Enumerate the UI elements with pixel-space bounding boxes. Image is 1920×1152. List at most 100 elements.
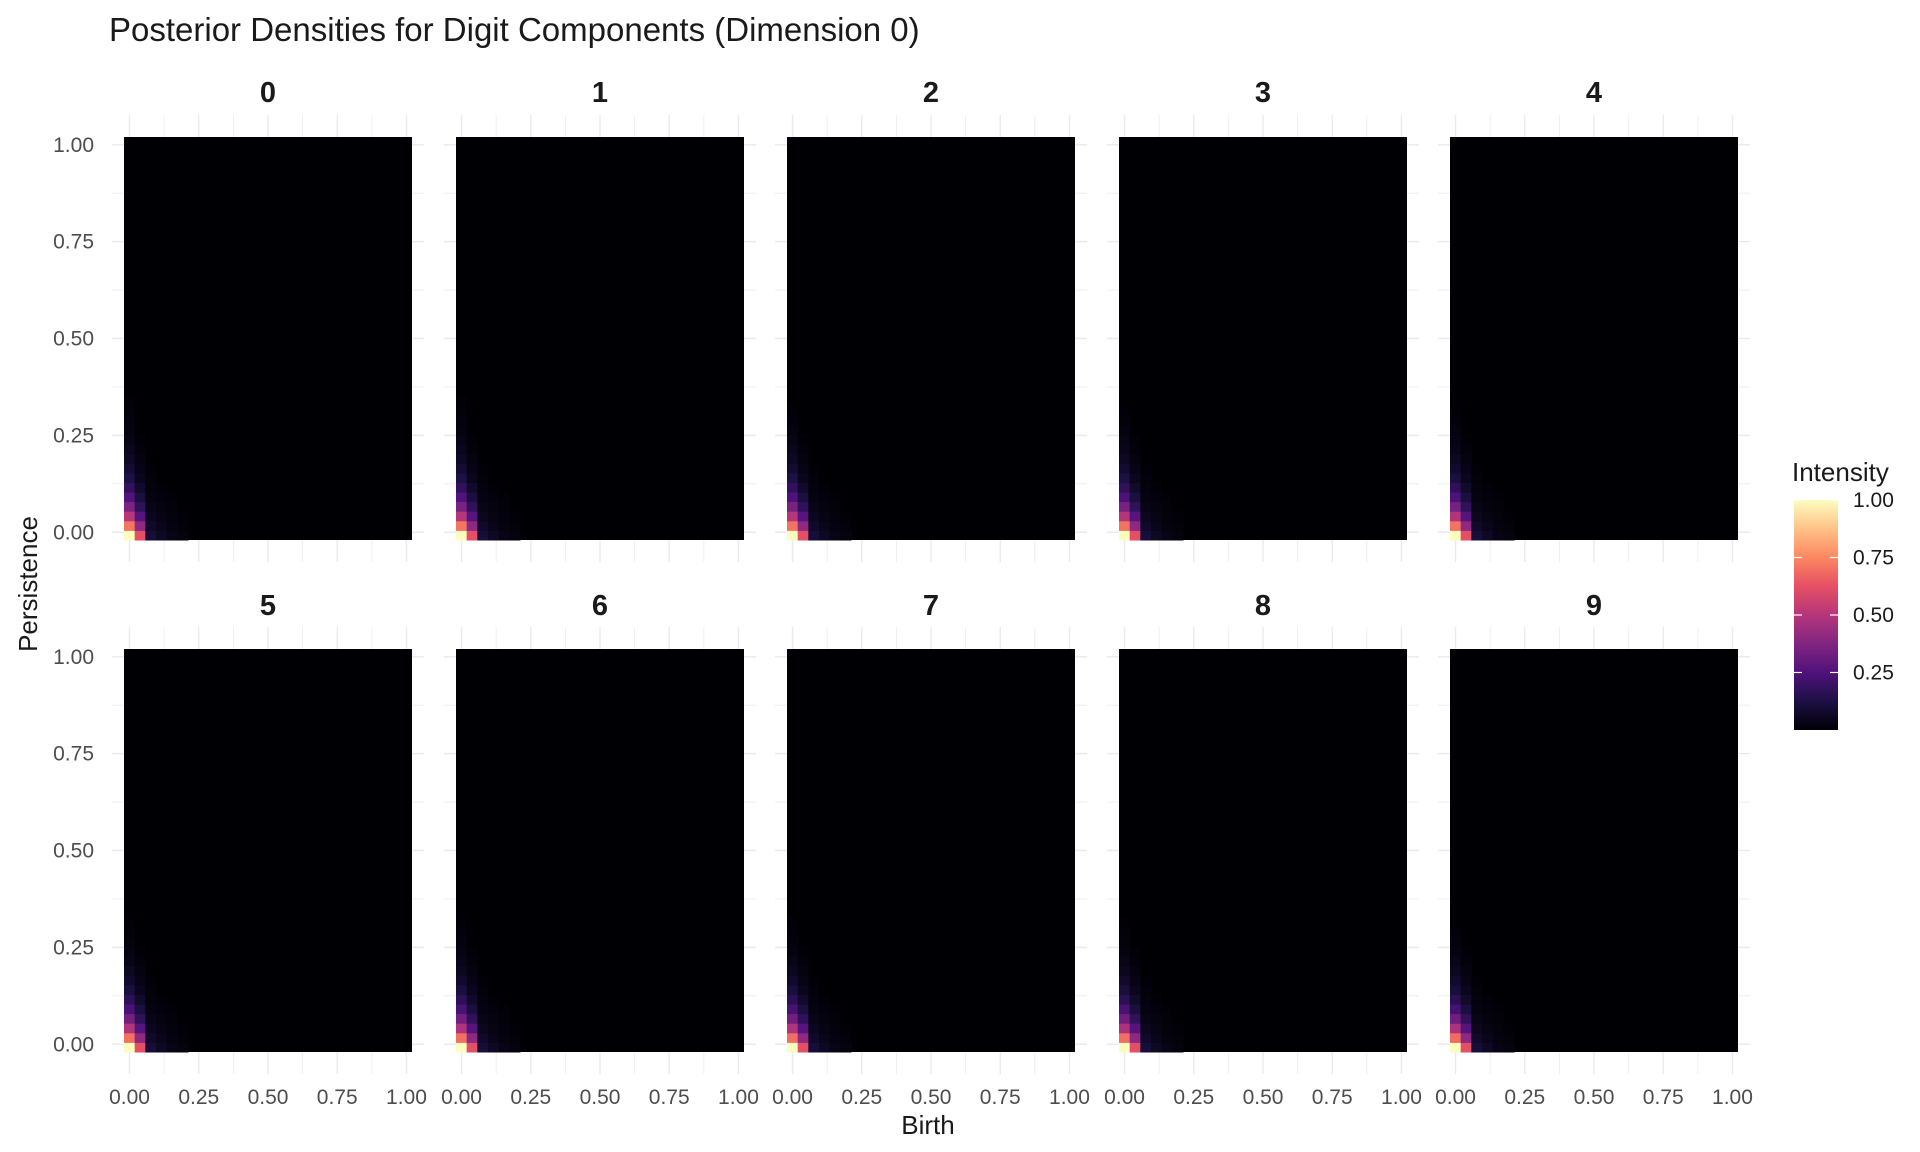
heatmap-cell <box>787 405 799 416</box>
heatmap-cell <box>1119 511 1131 522</box>
heatmap-cell <box>787 424 799 435</box>
heatmap-cell <box>156 1023 168 1034</box>
heatmap-cell <box>808 520 820 531</box>
heatmap-cell <box>1471 501 1483 512</box>
heatmap-background <box>1119 649 1407 1052</box>
heatmap-cell <box>1151 1042 1163 1053</box>
heatmap-cell <box>124 520 136 531</box>
heatmap-cell <box>1492 511 1504 522</box>
y-tick-label: 0.00 <box>53 521 94 544</box>
heatmap-cell <box>787 501 799 512</box>
heatmap-cell <box>134 434 146 445</box>
heatmap-cell <box>1482 1032 1494 1043</box>
heatmap-cell <box>1119 1013 1131 1024</box>
heatmap-cell <box>166 501 178 512</box>
heatmap-cell <box>456 984 468 995</box>
heatmap-cell <box>819 1023 831 1034</box>
heatmap-cell <box>477 511 489 522</box>
heatmap-cell <box>840 1042 852 1053</box>
x-tick-label: 0.00 <box>109 1086 150 1109</box>
heatmap-cell <box>1482 482 1494 493</box>
x-tick-label: 1.00 <box>1381 1086 1422 1109</box>
heatmap-cell <box>1129 434 1141 445</box>
x-tick-label: 0.75 <box>980 1086 1021 1109</box>
heatmap-cell <box>1482 520 1494 531</box>
heatmap-cell <box>1460 984 1472 995</box>
heatmap-cell <box>145 511 157 522</box>
heatmap-cell <box>1140 975 1152 986</box>
heatmap-cell <box>787 434 799 445</box>
heatmap-cell <box>1161 492 1173 503</box>
heatmap-cell <box>787 472 799 483</box>
heatmap-cell <box>1151 1013 1163 1024</box>
heatmap-cell <box>1482 501 1494 512</box>
heatmap-cell <box>1140 994 1152 1005</box>
heatmap-cell <box>787 1023 799 1034</box>
heatmap-cell <box>1119 936 1131 947</box>
heatmap-cell <box>787 415 799 426</box>
heatmap-cell <box>1129 511 1141 522</box>
heatmap-cell <box>829 1032 841 1043</box>
heatmap-cell <box>797 1004 809 1015</box>
x-tick-label: 0.50 <box>1574 1086 1615 1109</box>
heatmap-cell <box>1471 520 1483 531</box>
heatmap-cell <box>1140 530 1152 541</box>
heatmap-cell <box>488 994 500 1005</box>
heatmap-cell <box>145 994 157 1005</box>
heatmap-cell <box>1450 1013 1462 1024</box>
heatmap-cell <box>1119 453 1131 464</box>
heatmap-cell <box>819 530 831 541</box>
heatmap-cell <box>1482 994 1494 1005</box>
heatmap-cell <box>145 463 157 474</box>
heatmap-cell <box>1140 520 1152 531</box>
heatmap-cell <box>456 444 468 455</box>
heatmap-cell <box>134 975 146 986</box>
heatmap-cell <box>787 492 799 503</box>
heatmap-cell <box>456 415 468 426</box>
heatmap-cell <box>1471 511 1483 522</box>
x-tick-label: 1.00 <box>1049 1086 1090 1109</box>
heatmap-cell <box>1460 472 1472 483</box>
heatmap-cell <box>134 965 146 976</box>
heatmap-cell <box>124 396 136 407</box>
heatmap-cell <box>1492 1042 1504 1053</box>
x-tick-label: 0.00 <box>1104 1086 1145 1109</box>
heatmap-cell <box>1161 1004 1173 1015</box>
heatmap-cell <box>1450 984 1462 995</box>
heatmap-cell <box>1471 472 1483 483</box>
heatmap-cell <box>1119 946 1131 957</box>
heatmap-cell <box>787 463 799 474</box>
facet-panel-8: 8 0.00 0.25 0.50 0.75 1.00 <box>1104 590 1422 1109</box>
heatmap-cell <box>477 1032 489 1043</box>
heatmap-cell <box>1471 1023 1483 1034</box>
heatmap-cell <box>456 956 468 967</box>
facet-label-8: 8 <box>1255 590 1271 622</box>
heatmap-cell <box>156 530 168 541</box>
legend-tick-label: 1.00 <box>1853 489 1894 512</box>
heatmap-cell <box>1151 520 1163 531</box>
heatmap-cell <box>134 994 146 1005</box>
heatmap-cell <box>787 1004 799 1015</box>
heatmap-cell <box>1450 501 1462 512</box>
heatmap-cell <box>1450 1042 1462 1053</box>
heatmap-cell <box>124 530 136 541</box>
heatmap-cell <box>166 1032 178 1043</box>
heatmap-cell <box>1161 1023 1173 1034</box>
heatmap-cell <box>808 1004 820 1015</box>
heatmap-cell <box>797 1013 809 1024</box>
heatmap-cell <box>1492 501 1504 512</box>
heatmap-cell <box>1450 492 1462 503</box>
heatmap-cell <box>477 975 489 986</box>
heatmap-cell <box>797 994 809 1005</box>
facet-label-9: 9 <box>1586 590 1602 622</box>
x-tick-label: 0.75 <box>649 1086 690 1109</box>
facet-panel-0: 0 0.00 0.25 0.50 0.75 1.00 <box>53 77 424 562</box>
heatmap-cell <box>1140 1013 1152 1024</box>
heatmap-cell <box>466 511 478 522</box>
heatmap-cell <box>1450 405 1462 416</box>
heatmap-2 <box>787 137 1075 541</box>
heatmap-cell <box>1460 975 1472 986</box>
heatmap-3 <box>1119 137 1407 541</box>
heatmap-cell <box>1129 444 1141 455</box>
